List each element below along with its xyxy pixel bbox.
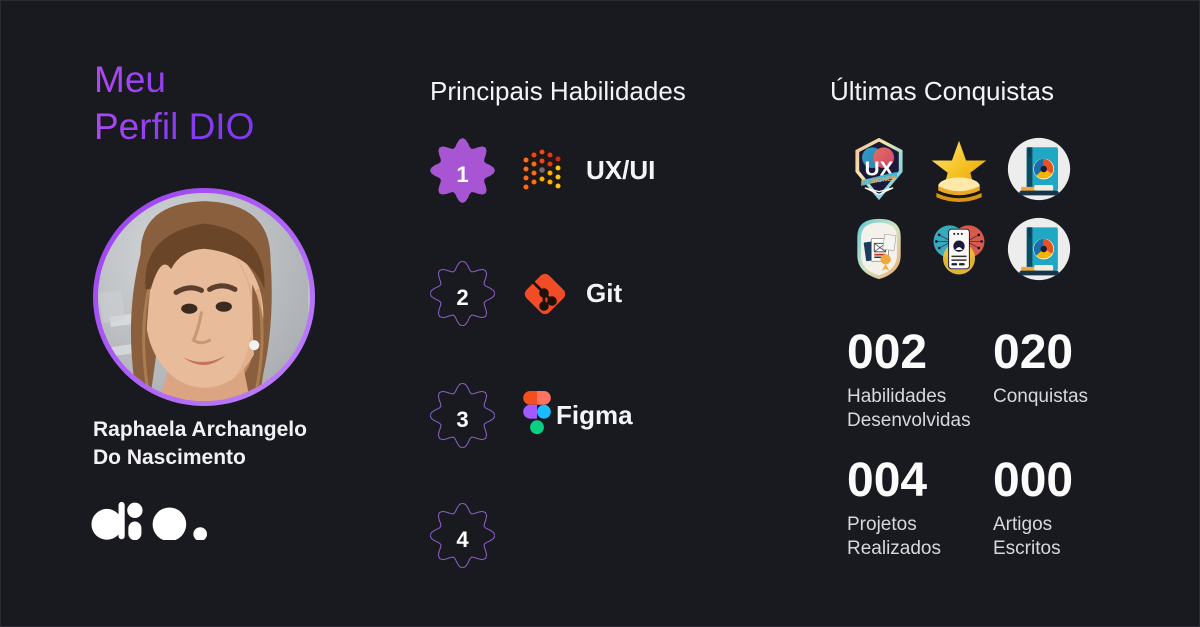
svg-text:4: 4 bbox=[456, 527, 469, 552]
svg-text:1: 1 bbox=[456, 162, 468, 187]
svg-text:2: 2 bbox=[456, 285, 468, 310]
svg-text:3: 3 bbox=[456, 407, 468, 432]
